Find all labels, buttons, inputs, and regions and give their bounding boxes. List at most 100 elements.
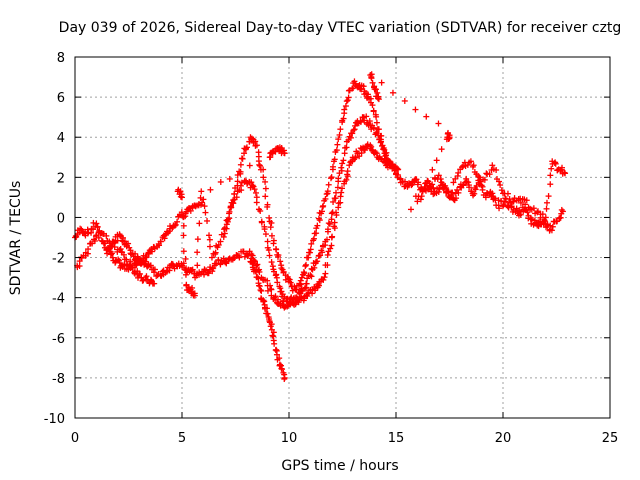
data-point (306, 249, 313, 256)
data-point (465, 179, 472, 186)
data-point (253, 268, 260, 275)
data-point (543, 205, 550, 212)
data-point (217, 238, 224, 245)
data-point (217, 178, 224, 185)
data-point (303, 280, 310, 287)
y-tick-label: -8 (52, 372, 65, 387)
y-tick-label: -2 (52, 252, 65, 267)
data-point (327, 175, 334, 182)
data-point (401, 97, 408, 104)
data-point (368, 75, 375, 82)
data-point (220, 255, 227, 262)
data-point (331, 219, 338, 226)
data-point (415, 179, 422, 186)
data-point (542, 214, 549, 221)
data-point (268, 219, 275, 226)
data-point (437, 175, 444, 182)
data-point (191, 292, 198, 299)
data-point (325, 181, 332, 188)
data-point (500, 201, 507, 208)
data-point (77, 225, 84, 232)
data-point (300, 269, 307, 276)
data-point (320, 202, 327, 209)
data-point (280, 268, 287, 275)
data-point (502, 195, 509, 202)
data-point (237, 170, 244, 177)
data-point (104, 250, 111, 257)
data-point (308, 240, 315, 247)
data-point (337, 199, 344, 206)
data-point (256, 161, 263, 168)
data-point (343, 144, 350, 151)
data-point (119, 234, 126, 241)
data-point (561, 169, 568, 176)
y-tick-label: 8 (57, 51, 65, 66)
data-point (224, 218, 231, 225)
data-point (378, 132, 385, 139)
data-point (201, 271, 208, 278)
x-tick-label: 15 (388, 431, 405, 446)
data-point (233, 194, 240, 201)
data-point (472, 186, 479, 193)
data-point (314, 258, 321, 265)
data-point (342, 103, 349, 110)
data-point (262, 231, 269, 238)
data-point (374, 89, 381, 96)
data-point (249, 182, 256, 189)
data-point (156, 242, 163, 249)
data-point (360, 83, 367, 90)
data-point (446, 194, 453, 201)
data-point (322, 195, 329, 202)
data-point (180, 248, 187, 255)
data-point (369, 79, 376, 86)
data-point (197, 201, 204, 208)
data-point (361, 147, 368, 154)
y-axis-label: SDTVAR / TECUs (8, 181, 24, 296)
data-point (417, 196, 424, 203)
data-point (206, 236, 213, 243)
data-point (378, 138, 385, 145)
data-point (418, 193, 425, 200)
y-tick-label: -10 (44, 412, 65, 427)
data-point (119, 237, 126, 244)
data-point (205, 270, 212, 277)
data-point (459, 164, 466, 171)
data-point (483, 170, 490, 177)
data-point (394, 171, 401, 178)
data-point (455, 189, 462, 196)
data-point (548, 165, 555, 172)
data-point (335, 175, 342, 182)
data-point (331, 156, 338, 163)
data-point (489, 190, 496, 197)
data-point (328, 216, 335, 223)
data-point (368, 143, 375, 150)
data-point (373, 119, 380, 126)
data-point (147, 262, 154, 269)
data-point (332, 195, 339, 202)
data-point (180, 260, 187, 267)
data-point (429, 181, 436, 188)
data-point (489, 162, 496, 169)
data-point (455, 169, 462, 176)
data-point (339, 160, 346, 167)
data-point (201, 203, 208, 210)
data-point (361, 117, 368, 124)
data-point (149, 248, 156, 255)
data-point (429, 166, 436, 173)
data-point (497, 182, 504, 189)
data-point (310, 235, 317, 242)
data-point (482, 194, 489, 201)
data-point (373, 113, 380, 120)
data-point (262, 178, 269, 185)
data-point (260, 174, 267, 181)
data-point (277, 258, 284, 265)
data-point (257, 287, 264, 294)
data-point (303, 261, 310, 268)
data-point (352, 80, 359, 87)
data-point (524, 209, 531, 216)
data-point (496, 178, 503, 185)
data-point (107, 248, 114, 255)
data-point (486, 171, 493, 178)
data-point (435, 120, 442, 127)
data-point (267, 154, 274, 161)
